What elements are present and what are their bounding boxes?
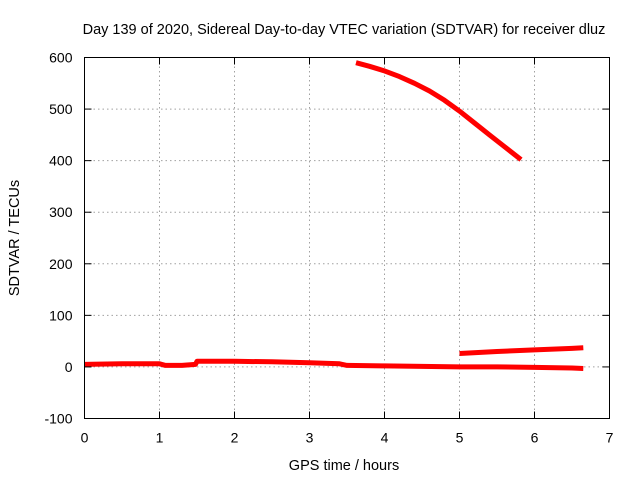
x-tick-label: 2: [231, 430, 239, 446]
y-tick-label: 300: [49, 204, 73, 220]
y-tick-labels: -100 0 100 200 300 400 500 600: [44, 50, 72, 427]
y-tick-label: 200: [49, 256, 73, 272]
plot-frame: [84, 57, 610, 419]
axis-ticks: [84, 57, 610, 419]
x-tick-labels: 0 1 2 3 4 5 6 7: [81, 430, 614, 446]
y-tick-label: 0: [65, 359, 73, 375]
x-tick-label: 6: [531, 430, 539, 446]
data-series: [84, 60, 584, 371]
chart-title: Day 139 of 2020, Sidereal Day-to-day VTE…: [83, 22, 606, 38]
x-tick-label: 3: [306, 430, 314, 446]
series-line-2: [84, 358, 584, 371]
x-tick-label: 0: [81, 430, 89, 446]
x-tick-label: 4: [381, 430, 389, 446]
series-line-1: [355, 60, 523, 162]
x-tick-label: 5: [456, 430, 464, 446]
x-axis-label: GPS time / hours: [289, 458, 399, 474]
x-tick-label: 1: [156, 430, 164, 446]
y-axis-label: SDTVAR / TECUs: [7, 180, 23, 296]
y-tick-label: -100: [44, 411, 72, 427]
y-tick-label: 500: [49, 101, 73, 117]
series-line-3: [459, 345, 584, 356]
y-tick-label: 400: [49, 153, 73, 169]
y-tick-label: 600: [49, 50, 73, 66]
y-tick-label: 100: [49, 307, 73, 323]
x-tick-label: 7: [606, 430, 614, 446]
